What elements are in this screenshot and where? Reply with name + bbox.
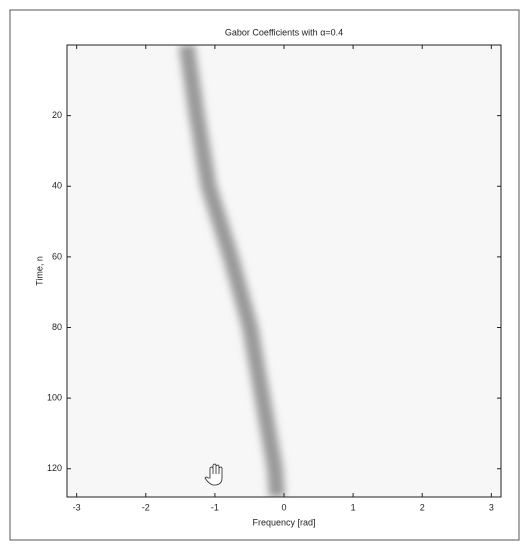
x-tick-label: -2 <box>142 502 150 512</box>
hand-cursor <box>204 463 223 486</box>
y-axis-label: Time, n <box>34 256 44 286</box>
x-tick-label: 2 <box>420 502 425 512</box>
chart-title: Gabor Coefficients with α=0.4 <box>225 27 343 37</box>
y-tick-label: 40 <box>52 181 62 191</box>
y-tick-label: 80 <box>52 322 62 332</box>
x-tick-label: -1 <box>211 502 219 512</box>
x-tick-label: 1 <box>351 502 356 512</box>
plot-area <box>67 45 501 497</box>
y-tick-label: 60 <box>52 251 62 261</box>
x-tick-label: 0 <box>281 502 286 512</box>
ridge <box>178 45 286 497</box>
x-tick-label: -3 <box>73 502 81 512</box>
x-axis-label: Frequency [rad] <box>252 517 315 527</box>
y-tick-label: 120 <box>47 463 62 473</box>
x-tick-label: 3 <box>489 502 494 512</box>
y-tick-label: 20 <box>52 110 62 120</box>
y-tick-label: 100 <box>47 393 62 403</box>
marks <box>178 45 359 497</box>
